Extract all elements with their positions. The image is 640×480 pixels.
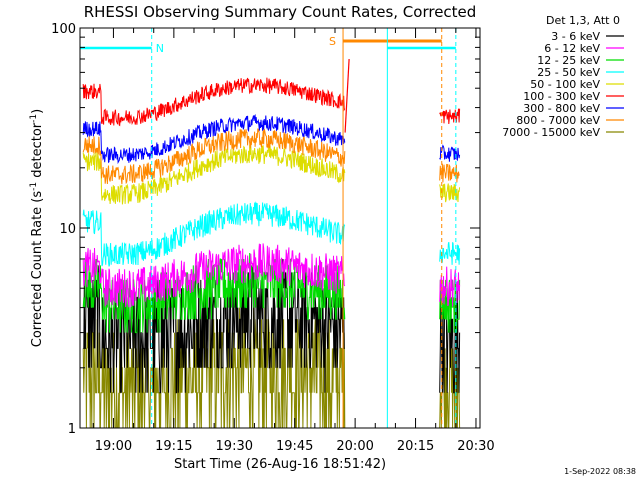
- x-tick-label: 19:45: [276, 439, 313, 454]
- y-axis-label: Corrected Count Rate (s-1 detector-1): [29, 109, 45, 347]
- x-tick-label: 19:15: [155, 439, 192, 454]
- series-line: [439, 163, 460, 183]
- series-line: [439, 144, 461, 162]
- series-line: [82, 144, 346, 205]
- timestamp: 1-Sep-2022 08:38: [564, 467, 636, 476]
- legend-label: 300 - 800 keV: [523, 102, 600, 115]
- y-tick-label: 10: [59, 222, 76, 237]
- legend-label: 100 - 300 keV: [523, 90, 600, 103]
- series-line: [82, 127, 346, 185]
- series-line: [82, 243, 346, 308]
- flag-label: N: [156, 42, 164, 55]
- y-axis: 1 10 100: [51, 22, 480, 437]
- x-tick-label: 19:30: [216, 439, 253, 454]
- legend-label: 12 - 25 keV: [537, 54, 600, 67]
- chart-title: RHESSI Observing Summary Count Rates, Co…: [84, 3, 477, 21]
- x-tick-label: 20:00: [336, 439, 373, 454]
- y-tick-label: 100: [51, 22, 76, 37]
- series-line: [82, 77, 346, 127]
- x-tick-label: 20:30: [457, 439, 494, 454]
- legend-header: Det 1,3, Att 0: [546, 14, 620, 27]
- x-tick-label: 20:15: [397, 439, 434, 454]
- legend-label: 25 - 50 keV: [537, 66, 600, 79]
- legend-label: 6 - 12 keV: [544, 42, 600, 55]
- x-axis: 19:00 19:15 19:30 19:45 20:00 20:15 20:30: [92, 28, 495, 454]
- series-line: [439, 183, 461, 203]
- series-line: [82, 114, 346, 165]
- x-axis-label: Start Time (26-Aug-16 18:51:42): [174, 457, 386, 472]
- legend-label: 800 - 7000 keV: [516, 114, 600, 127]
- legend-label: 3 - 6 keV: [551, 30, 600, 43]
- series-line: [82, 201, 346, 267]
- flag-label: S: [329, 35, 336, 48]
- series-line: [439, 241, 461, 265]
- plot-area: NS: [80, 28, 461, 429]
- series-line: [439, 108, 461, 125]
- legend-label: 50 - 100 keV: [530, 78, 600, 91]
- legend-label: 7000 - 15000 keV: [502, 126, 600, 139]
- series-spike: [344, 58, 350, 133]
- y-tick-label: 1: [68, 422, 76, 437]
- x-tick-label: 19:00: [95, 439, 132, 454]
